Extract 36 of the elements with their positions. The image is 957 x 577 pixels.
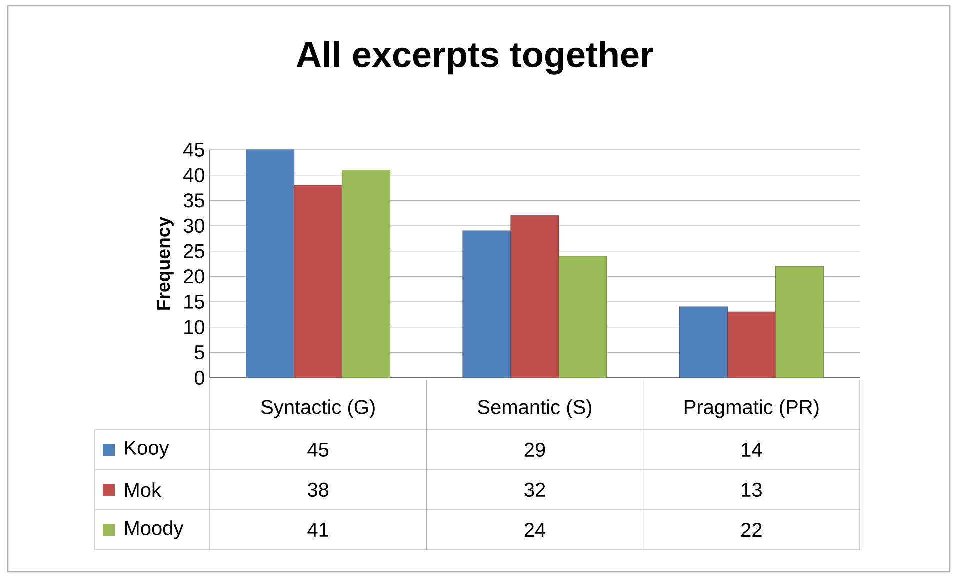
bar bbox=[679, 306, 728, 378]
x-tick-label: Semantic (S) bbox=[478, 400, 592, 418]
bar bbox=[775, 266, 824, 378]
data-label: 13 bbox=[742, 482, 762, 498]
data-label: 45 bbox=[308, 443, 329, 457]
legend-label: Mok bbox=[125, 482, 162, 498]
bar bbox=[246, 150, 295, 378]
y-tick-label: 45 bbox=[184, 143, 204, 157]
data-label: 22 bbox=[742, 523, 762, 537]
data-label: 29 bbox=[524, 442, 546, 458]
data-label: 24 bbox=[524, 523, 546, 537]
x-tick-label: Pragmatic (PR) bbox=[684, 400, 819, 418]
legend-label: Kooy bbox=[125, 441, 170, 459]
y-tick-label: 15 bbox=[184, 295, 204, 309]
y-tick-label: 10 bbox=[184, 320, 204, 334]
bar bbox=[558, 256, 608, 378]
bar bbox=[727, 312, 776, 378]
y-tick-label: 20 bbox=[184, 270, 204, 284]
y-tick-label: 5 bbox=[194, 346, 204, 360]
x-tick-label: Syntactic (G) bbox=[261, 400, 375, 418]
bar bbox=[462, 230, 512, 378]
y-tick-label: 40 bbox=[184, 168, 204, 182]
chart-title: All excerpts together bbox=[296, 41, 654, 75]
bar bbox=[510, 216, 560, 378]
y-tick-label: 35 bbox=[184, 194, 204, 208]
y-tick-label: 25 bbox=[184, 244, 204, 258]
data-label: 14 bbox=[742, 443, 762, 457]
bar bbox=[294, 185, 343, 378]
y-tick-label: 0 bbox=[194, 370, 205, 386]
y-axis-title: Frequency bbox=[157, 216, 174, 310]
legend-label: Moody bbox=[125, 520, 184, 540]
data-label: 38 bbox=[308, 482, 329, 498]
data-label: 41 bbox=[308, 523, 328, 537]
bar bbox=[342, 170, 391, 378]
y-tick-label: 30 bbox=[184, 218, 204, 234]
data-label: 32 bbox=[524, 482, 546, 498]
